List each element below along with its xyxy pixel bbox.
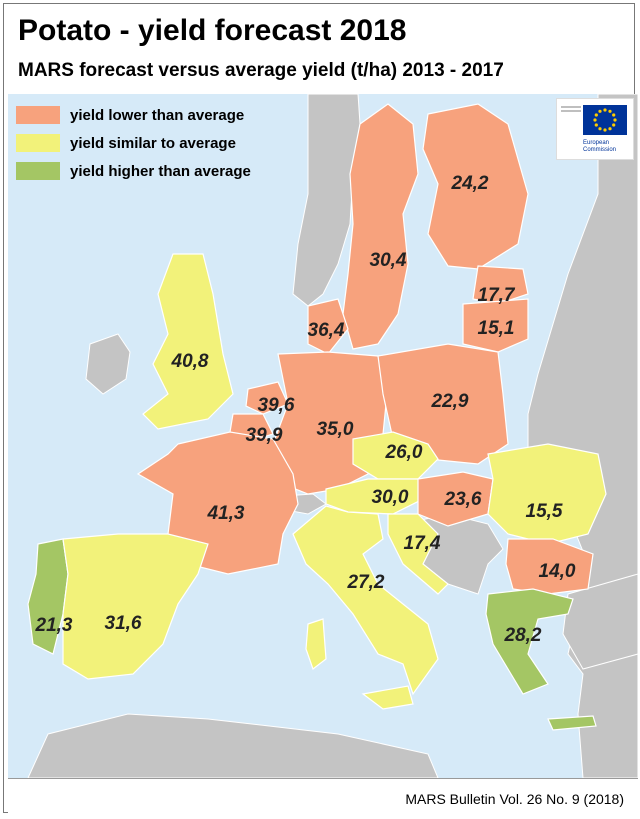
region-estonia (472, 265, 529, 305)
map-subtitle: MARS forecast versus average yield (t/ha… (18, 60, 504, 81)
value-label-croatia-slovenia: 17,4 (404, 533, 441, 554)
region-croatia-slovenia (387, 513, 449, 595)
value-label-denmark: 36,4 (308, 320, 345, 341)
logo-text-european: European (583, 140, 609, 146)
map-title: Potato - yield forecast 2018 (18, 14, 407, 47)
region-netherlands (245, 381, 289, 415)
region-crete (547, 715, 597, 731)
region-uk (142, 253, 234, 430)
source-citation: MARS Bulletin Vol. 26 No. 9 (2018) (405, 791, 624, 807)
legend-label-similar: yield similar to average (70, 135, 236, 152)
value-label-czechia: 26,0 (385, 442, 423, 463)
value-label-poland: 22,9 (431, 391, 469, 412)
map-frame: Potato - yield forecast 2018 MARS foreca… (3, 3, 639, 817)
legend-swatch-lower (16, 106, 60, 124)
region-italy (292, 505, 439, 696)
region-czechia (352, 431, 439, 480)
non-eu-land-iceland-ireland (85, 333, 131, 395)
value-label-finland: 24,2 (451, 173, 489, 194)
value-label-belgium: 39,9 (246, 425, 283, 446)
value-label-italy: 27,2 (347, 572, 385, 593)
europe-map: 24,2 30,4 17,7 15,1 36,4 40,8 39,6 39,9 … (8, 93, 639, 779)
region-latvia-lithuania (462, 298, 529, 353)
value-label-estonia: 17,7 (478, 285, 516, 306)
eu-stars-icon (593, 108, 617, 132)
legend-label-lower: yield lower than average (70, 107, 245, 124)
legend-swatch-similar (16, 134, 60, 152)
logo-text-commission: Commission (583, 147, 616, 153)
value-label-portugal: 21,3 (35, 615, 73, 636)
value-label-romania: 15,5 (526, 501, 563, 522)
european-commission-logo: European Commission (556, 98, 634, 160)
region-sweden (342, 103, 419, 350)
region-austria (325, 478, 424, 515)
eu-flag-icon: European Commission (561, 105, 627, 153)
value-label-uk: 40,8 (171, 351, 209, 372)
region-romania (487, 443, 607, 545)
value-label-sweden: 30,4 (370, 250, 407, 271)
value-label-spain: 31,6 (105, 613, 142, 634)
region-sicily (361, 685, 414, 710)
region-spain (62, 533, 209, 680)
value-label-netherlands: 39,6 (258, 395, 295, 416)
legend-label-higher: yield higher than average (70, 163, 251, 180)
non-eu-land-turkey (562, 573, 639, 670)
value-label-latvia-lithuania: 15,1 (478, 318, 515, 339)
region-denmark (307, 298, 349, 355)
map-area: 24,2 30,4 17,7 15,1 36,4 40,8 39,6 39,9 … (8, 93, 639, 779)
value-label-greece: 28,2 (504, 625, 542, 646)
value-label-hungary: 23,6 (444, 489, 482, 510)
value-label-austria: 30,0 (372, 487, 409, 508)
region-bulgaria (505, 538, 594, 595)
legend-swatch-higher (16, 162, 60, 180)
non-eu-land-norway (292, 93, 361, 307)
region-greece (485, 588, 574, 695)
value-label-bulgaria: 14,0 (539, 561, 576, 582)
value-label-germany: 35,0 (317, 419, 354, 440)
value-label-france: 41,3 (207, 503, 245, 524)
footer: MARS Bulletin Vol. 26 No. 9 (2018) (8, 778, 638, 817)
region-sardinia (305, 618, 327, 670)
